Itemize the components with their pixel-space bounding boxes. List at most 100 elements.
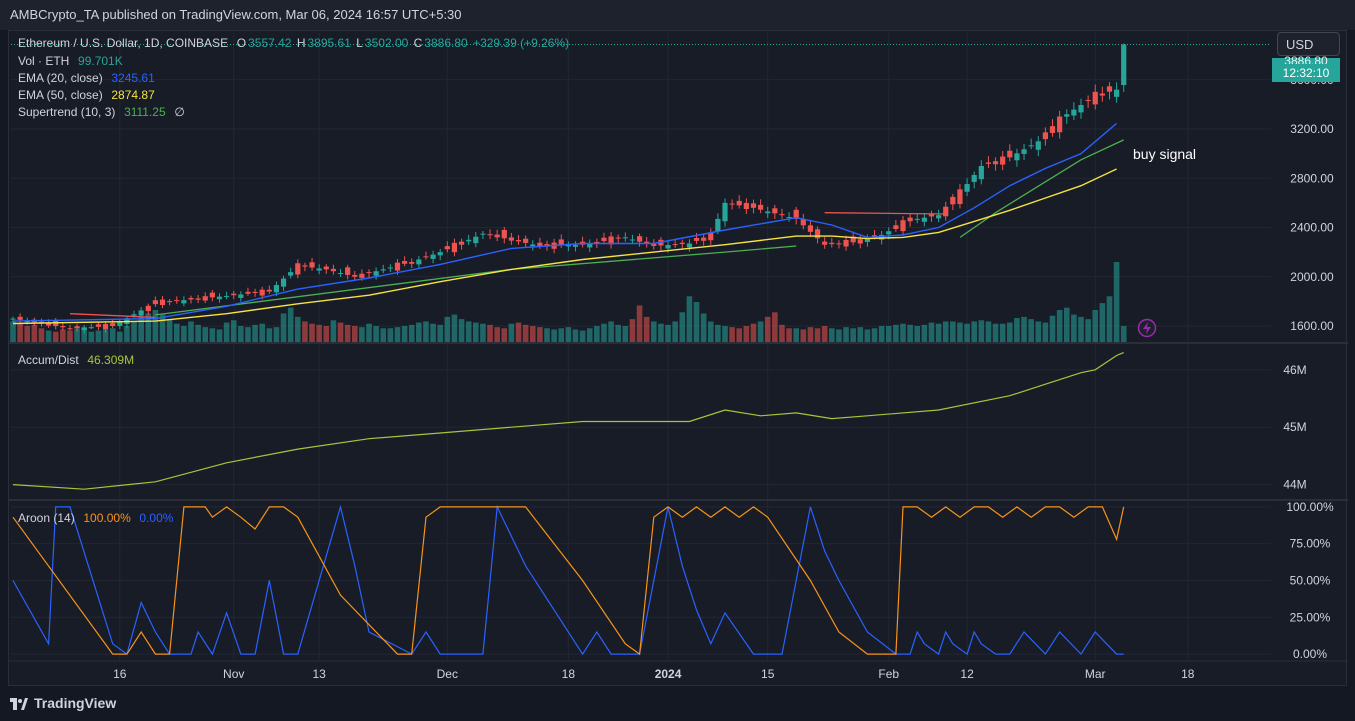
volume-bar: [1049, 315, 1056, 342]
candle-down: [693, 238, 700, 241]
volume-bar: [430, 323, 436, 342]
volume-bar: [202, 327, 209, 342]
time-axis-label: Mar: [1085, 667, 1106, 681]
time-axis-label: 18: [562, 667, 576, 681]
time-axis-label: 18: [1181, 667, 1195, 681]
footer-brand[interactable]: TradingView: [10, 695, 116, 711]
candle-down: [159, 299, 166, 306]
volume-bar: [88, 331, 95, 342]
candle-down: [202, 296, 208, 301]
volume-bar: [416, 322, 422, 342]
chart-frame[interactable]: 1600.002000.002400.002800.003200.003600.…: [8, 30, 1348, 686]
volume-bar: [1028, 319, 1034, 342]
volume-bar: [266, 328, 273, 342]
candle-down: [309, 262, 315, 268]
candle-down: [102, 324, 109, 330]
aroon-axis-label: 75.00%: [1290, 537, 1331, 551]
candle-up: [437, 252, 443, 256]
volume-bar: [629, 319, 636, 342]
volume-bar: [565, 327, 572, 342]
candle-up: [765, 211, 771, 214]
volume-bar: [159, 314, 166, 342]
volume-bar: [1078, 316, 1084, 342]
volume-bar: [295, 316, 301, 342]
volume-bar: [280, 313, 287, 342]
candle-down: [451, 242, 458, 253]
volume-bar: [736, 328, 743, 342]
volume-bar: [480, 323, 486, 342]
candle-up: [416, 259, 422, 265]
volume-bar: [658, 323, 664, 342]
volume-bar: [893, 324, 899, 342]
low-value: 3502.00: [364, 36, 409, 50]
candle-up: [964, 184, 970, 192]
candle-up: [216, 296, 223, 300]
volume-bar: [259, 323, 265, 342]
candle-down: [807, 225, 814, 232]
ema20-value: 3245.61: [111, 71, 155, 85]
volume-bar: [316, 324, 322, 342]
candle-down: [266, 289, 272, 292]
candle-down: [822, 241, 828, 245]
ema50-legend: EMA (50, close) 2874.87: [18, 88, 157, 102]
candle-down: [943, 206, 949, 217]
last-price-badge: 3886.80 12:32:10: [1272, 55, 1340, 82]
volume-value: 99.701K: [78, 54, 123, 68]
volume-bar: [522, 324, 529, 342]
volume-bar: [622, 326, 629, 342]
candle-down: [1099, 93, 1105, 96]
volume-bar: [864, 329, 871, 342]
volume-bar: [337, 322, 344, 342]
candle-down: [352, 274, 358, 277]
volume-bar: [473, 322, 479, 342]
ema20-line: [12, 122, 1118, 322]
volume-bar: [1056, 310, 1063, 342]
currency-button[interactable]: USD: [1277, 32, 1340, 56]
volume-bar: [1099, 303, 1106, 342]
volume-bar: [544, 328, 550, 342]
candle-down: [758, 204, 764, 210]
volume-bar: [1063, 307, 1070, 342]
candle-down: [409, 261, 415, 264]
candle-down: [110, 323, 116, 326]
volume-bar: [131, 321, 137, 342]
chart-svg: 1600.002000.002400.002800.003200.003600.…: [9, 33, 1348, 681]
candle-down: [985, 162, 992, 164]
ad-legend: Accum/Dist 46.309M: [18, 353, 136, 367]
candle-down: [145, 305, 151, 312]
candle-up: [10, 318, 16, 320]
time-axis-label: 2024: [655, 667, 682, 681]
candle-down: [750, 203, 757, 208]
aroon-label: Aroon (14): [18, 511, 75, 525]
aroon-up-line: [12, 506, 1125, 656]
candle-down: [829, 242, 835, 245]
volume-bar: [921, 324, 928, 342]
volume-bar: [814, 328, 821, 342]
candle-down: [636, 236, 643, 242]
candle-down: [74, 326, 80, 329]
candle-up: [316, 268, 322, 271]
aroon-axis-label: 100.00%: [1286, 500, 1334, 514]
volume-bar: [793, 328, 799, 342]
volume-bar: [829, 328, 835, 342]
candle-down: [508, 237, 514, 241]
ad-value: 46.309M: [87, 353, 135, 367]
volume-bar: [273, 327, 280, 342]
volume-bar: [373, 326, 379, 342]
volume-bar: [928, 322, 935, 342]
volume-bar: [850, 328, 856, 342]
close-value: 3886.80: [424, 36, 468, 50]
volume-bar: [494, 327, 500, 342]
volume-bar: [323, 326, 330, 342]
volume-bar: [665, 324, 671, 342]
candle-down: [188, 297, 194, 300]
volume-bar: [978, 320, 985, 342]
candle-up: [117, 322, 123, 326]
ad-axis-label: 46M: [1283, 363, 1306, 377]
candle-down: [772, 208, 778, 214]
price-axis-label: 1600.00: [1290, 319, 1334, 333]
ema50-line: [12, 168, 1117, 325]
volume-bar: [643, 316, 650, 342]
candle-down: [60, 325, 66, 328]
volume-bar: [166, 319, 173, 342]
